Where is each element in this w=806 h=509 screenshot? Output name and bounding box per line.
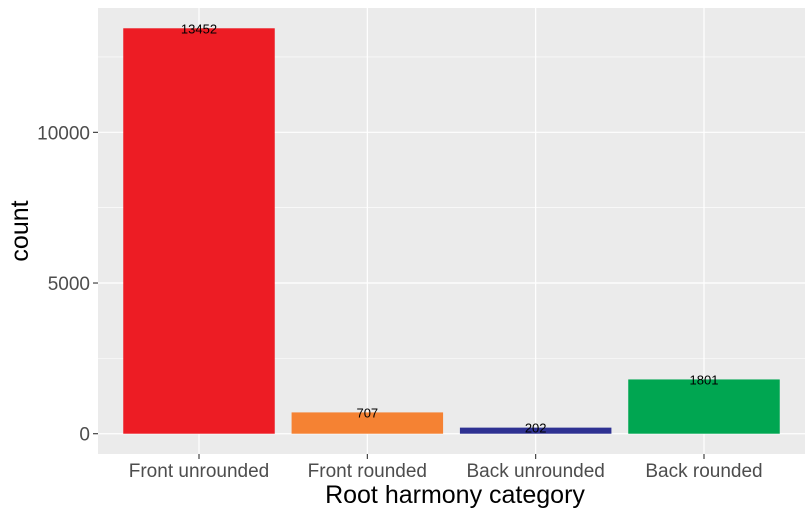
x-tick-label: Front rounded — [308, 461, 427, 482]
bar — [459, 427, 612, 434]
data-label: 202 — [525, 421, 547, 436]
y-tick-label: 5000 — [48, 274, 90, 295]
data-label: 13452 — [181, 21, 217, 36]
x-tick-label: Back unrounded — [466, 461, 604, 482]
data-label: 1801 — [690, 372, 719, 387]
y-tick-label: 10000 — [37, 123, 90, 144]
x-axis-title: Root harmony category — [325, 481, 585, 509]
y-axis: 0 5000 10000 — [37, 123, 98, 446]
bar — [123, 28, 275, 434]
x-tick-label: Front unrounded — [129, 461, 270, 482]
data-labels: 13452 707 202 1801 — [181, 21, 719, 435]
x-axis: Front unrounded Front rounded Back unround… — [129, 454, 763, 482]
data-label: 707 — [356, 405, 378, 420]
y-tick-label: 0 — [79, 425, 90, 446]
bar — [291, 412, 444, 434]
x-tick-label: Back rounded — [645, 461, 762, 482]
bars — [123, 28, 780, 434]
bar — [628, 379, 780, 434]
y-axis-title: count — [6, 200, 34, 261]
